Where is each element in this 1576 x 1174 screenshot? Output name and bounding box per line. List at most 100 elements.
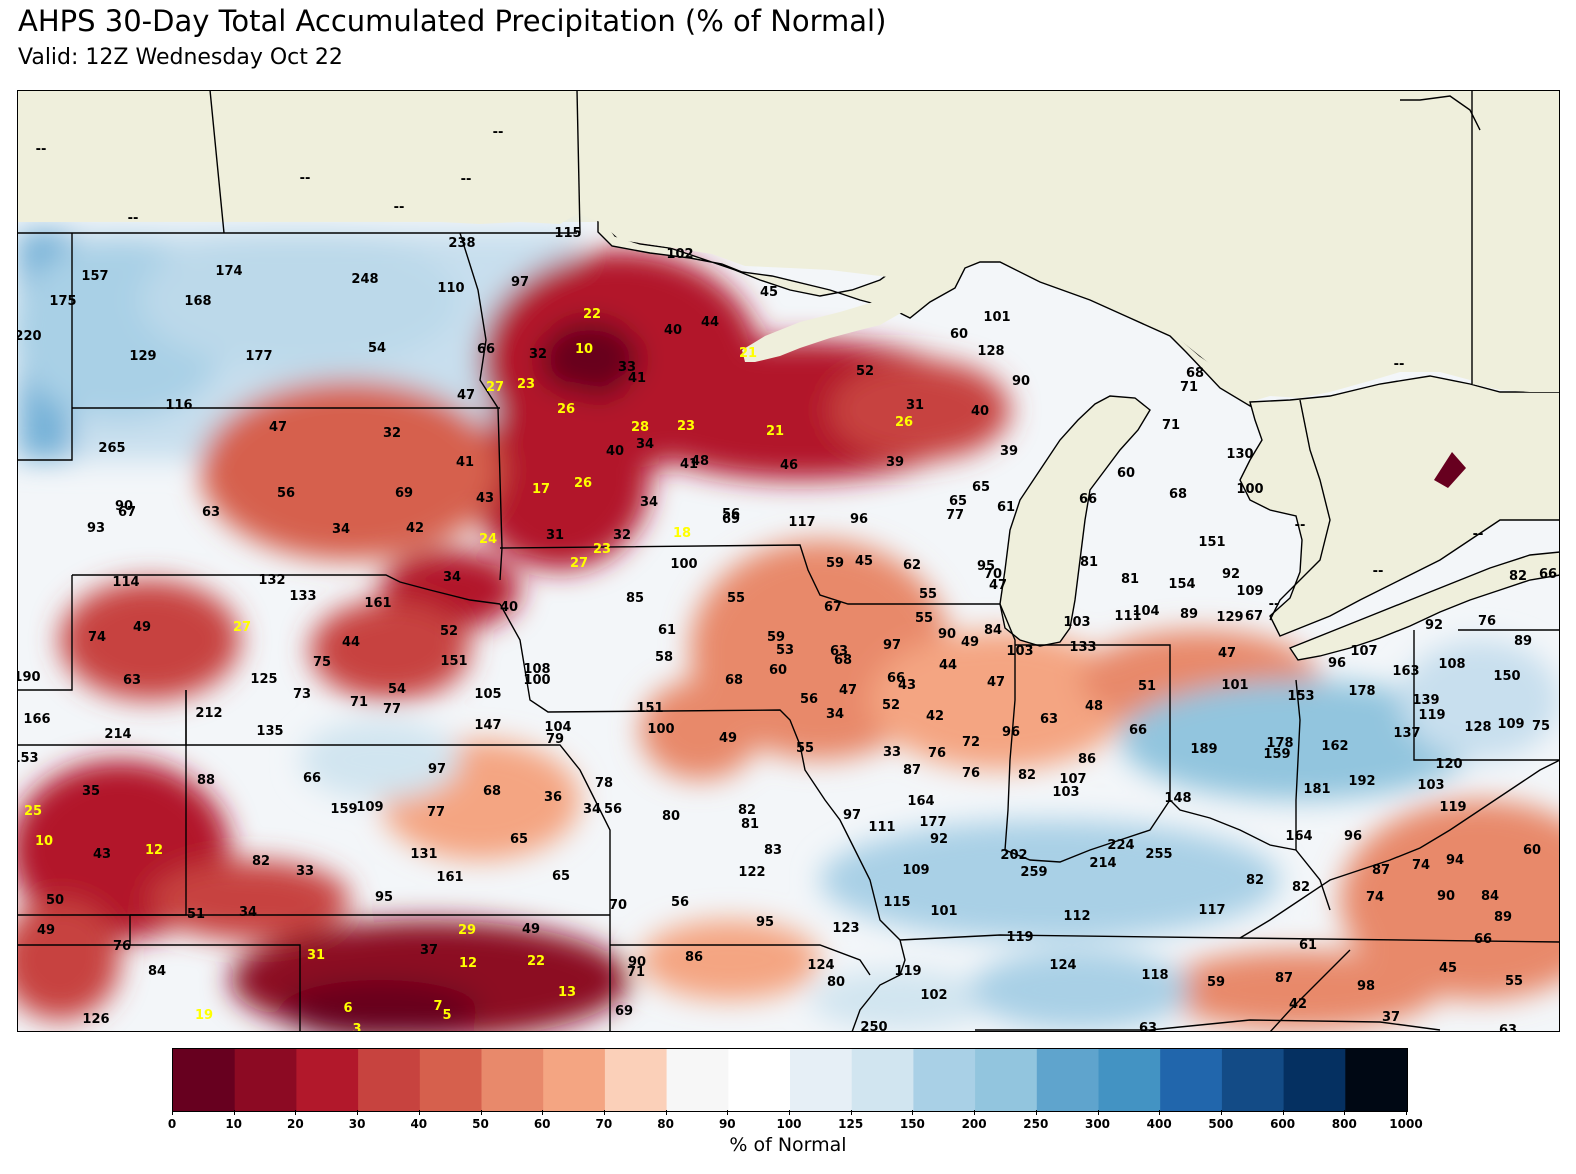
station-value: 85: [626, 591, 644, 606]
station-value: 115: [883, 895, 910, 910]
station-value: 118: [1141, 968, 1168, 983]
station-value: 147: [474, 718, 501, 733]
station-value: 50: [46, 893, 64, 908]
station-value: 67: [1245, 609, 1263, 624]
station-value: 164: [1285, 829, 1312, 844]
station-value: 32: [383, 426, 401, 441]
colorbar-tick-mark: [727, 1110, 729, 1115]
station-value: 109: [1236, 584, 1263, 599]
station-value: 86: [685, 950, 703, 965]
station-value: 103: [1006, 644, 1033, 659]
station-value: 62: [903, 558, 921, 573]
station-value: 214: [1089, 856, 1116, 871]
station-value: 108: [1438, 657, 1465, 672]
ontario-red-patch: [1434, 452, 1466, 488]
station-value: 105: [474, 687, 501, 702]
colorbar-tick-label: 40: [410, 1117, 428, 1131]
station-value: 66: [477, 342, 495, 357]
station-value: 94: [1446, 853, 1464, 868]
station-value: 47: [269, 420, 287, 435]
station-value: 102: [920, 988, 947, 1003]
station-value: 73: [293, 687, 311, 702]
station-value: 34: [443, 570, 461, 585]
colorbar-tick-mark: [542, 1110, 544, 1115]
station-value: 76: [113, 939, 131, 954]
station-value: 39: [886, 455, 904, 470]
station-value: 34: [239, 905, 257, 920]
colorbar-swatch: [604, 1049, 668, 1111]
station-value: 82: [738, 803, 756, 818]
colorbar-tick-mark: [665, 1110, 667, 1115]
station-value: 43: [898, 678, 916, 693]
station-value: 41: [680, 457, 698, 472]
station-value: 87: [903, 763, 921, 778]
station-value: 101: [983, 310, 1010, 325]
station-value: 54: [368, 341, 386, 356]
station-value: 5: [442, 1008, 451, 1023]
station-value: 47: [987, 675, 1005, 690]
colorbar-swatch: [790, 1049, 853, 1111]
station-value: 192: [1348, 774, 1375, 789]
station-value: 119: [1439, 800, 1466, 815]
station-value: 82: [1018, 768, 1036, 783]
colorbar-tick-mark: [1220, 1110, 1222, 1115]
station-value: 84: [148, 964, 166, 979]
colorbar-tick-mark: [357, 1110, 359, 1115]
station-value: 34: [636, 437, 654, 452]
station-value: 43: [476, 491, 494, 506]
canada-land-west: [17, 90, 580, 224]
colorbar-tick-label: 60: [533, 1117, 551, 1131]
station-value: 154: [1168, 577, 1195, 592]
precipitation-map: 238 115 102 157 174 248 110 97 45 175 168 22 40 44 101…: [17, 90, 1560, 1032]
station-value: 40: [606, 444, 624, 459]
station-value: 67: [824, 600, 842, 615]
colorbar-swatch: [296, 1049, 359, 1111]
station-value: 66: [303, 771, 321, 786]
station-value: 43: [93, 847, 111, 862]
colorbar-swatch: [234, 1049, 297, 1111]
colorbar-tick-label: 150: [899, 1117, 925, 1131]
station-value: 47: [989, 578, 1007, 593]
station-value: 55: [915, 611, 933, 626]
station-value: 177: [245, 349, 272, 364]
colorbar-swatch: [173, 1049, 236, 1111]
station-value: 119: [1418, 708, 1445, 723]
station-value: 59: [767, 630, 785, 645]
map-subtitle: Valid: 12Z Wednesday Oct 22: [18, 45, 343, 70]
station-value: 77: [946, 508, 964, 523]
station-value: 28: [631, 420, 649, 435]
station-value: 45: [1439, 961, 1457, 976]
station-value: 55: [727, 591, 745, 606]
station-value: 77: [383, 702, 401, 717]
station-value: 111: [1114, 609, 1141, 624]
station-value: 82: [1292, 880, 1310, 895]
station-value: --: [1269, 597, 1280, 612]
station-value: 178: [1266, 736, 1293, 751]
station-value: 65: [552, 869, 570, 884]
station-value: 47: [839, 683, 857, 698]
colorbar-swatch: [975, 1049, 1038, 1111]
station-value: 98: [1357, 979, 1375, 994]
station-value: 95: [756, 915, 774, 930]
station-value: 128: [977, 344, 1004, 359]
colorbar-swatch: [358, 1049, 421, 1111]
colorbar-swatch: [1283, 1049, 1346, 1111]
station-value: 26: [895, 415, 913, 430]
station-value: 101: [1221, 678, 1248, 693]
station-value: 40: [971, 404, 989, 419]
station-value: 32: [613, 528, 631, 543]
colorbar-swatch: [1345, 1049, 1407, 1111]
colorbar-tick-label: 100: [776, 1117, 802, 1131]
station-value: 117: [1198, 903, 1225, 918]
station-value: 66: [887, 671, 905, 686]
station-value: 89: [1180, 607, 1198, 622]
station-value: 84: [984, 623, 1002, 638]
station-value: --: [1473, 527, 1484, 542]
station-value: 18: [673, 526, 691, 541]
station-value: 37: [1382, 1010, 1400, 1025]
colorbar-tick-mark: [172, 1110, 173, 1115]
station-value: 126: [82, 1012, 109, 1027]
station-value: 81: [1080, 555, 1098, 570]
state-borders: [17, 90, 1560, 1032]
station-value: 124: [1049, 958, 1076, 973]
